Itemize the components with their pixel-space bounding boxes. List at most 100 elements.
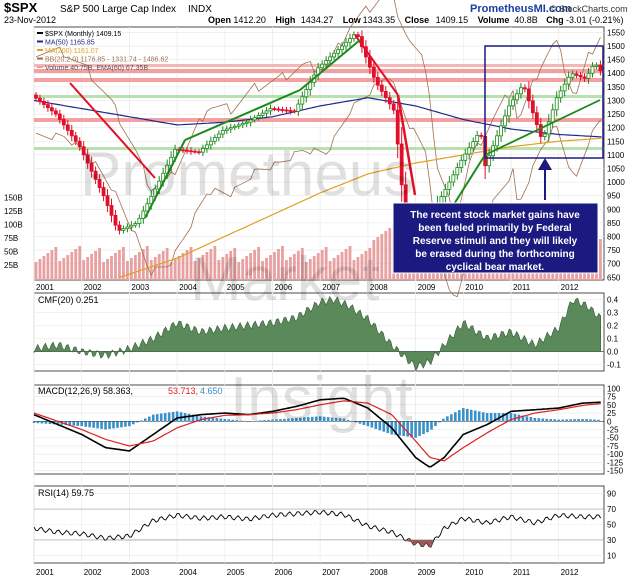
legend-entry: Volume 40.75B, EMA(60) 67.35B <box>45 65 148 72</box>
volume-bar <box>340 252 344 280</box>
candle-body <box>125 226 130 230</box>
volume-bar <box>281 246 284 280</box>
macd-hist-bar <box>477 411 481 422</box>
volume-bar <box>185 250 189 280</box>
volume-bar <box>34 262 38 280</box>
volume-bar <box>277 249 280 280</box>
macd-hist-bar <box>346 419 350 422</box>
candle-body <box>129 224 134 228</box>
macd-hist-bar <box>235 420 239 422</box>
volume-bar <box>86 257 90 280</box>
macd-hist-bar <box>88 421 91 428</box>
candle-body <box>594 64 599 67</box>
candle-body <box>546 121 551 135</box>
x-tick-label: 2005 <box>227 283 245 292</box>
candle-body <box>383 90 388 99</box>
candle-body <box>193 150 197 153</box>
volume-bar <box>265 258 268 280</box>
resistance-band-2 <box>34 78 604 82</box>
volume-bar <box>141 249 145 280</box>
annotation-line: The recent stock market gains have <box>410 210 580 221</box>
macd-hist-bar <box>227 419 231 422</box>
macd-hist-bar <box>394 421 398 435</box>
macd-hist-bar <box>473 410 477 422</box>
candle-body <box>479 134 484 137</box>
candle-body <box>519 87 523 95</box>
volume-bar <box>292 254 296 280</box>
macd-hist-bar <box>549 419 553 422</box>
resistance-band-4 <box>34 64 604 67</box>
macd-hist-bar <box>501 413 505 422</box>
candle-body <box>284 109 289 112</box>
x-tick-label: 2002 <box>84 568 102 577</box>
candle-body <box>371 66 376 78</box>
macd-hist-bar <box>565 419 568 422</box>
volume-tick-label: 100B <box>4 221 23 230</box>
volume-bar <box>360 254 364 280</box>
rsi-title: RSI(14) 59.75 <box>38 488 94 498</box>
cmf-title: CMF(20) 0.251 <box>38 295 99 305</box>
macd-hist-bar <box>585 419 588 422</box>
candle-body <box>570 73 575 78</box>
candle-body <box>89 162 94 172</box>
x-tick-label: 2003 <box>131 568 149 577</box>
macd-hist-bar <box>597 419 600 422</box>
macd-hist-bar <box>155 414 159 422</box>
ohlc-label: Volume <box>478 15 510 25</box>
macd-hist-bar <box>159 413 163 422</box>
macd-hist-bar <box>295 417 298 422</box>
volume-bar <box>245 256 249 280</box>
volume-bar <box>205 252 209 280</box>
volume-bar <box>221 257 225 280</box>
macd-hist-bar <box>374 421 378 429</box>
volume-bar <box>165 248 169 280</box>
volume-bar <box>241 259 245 280</box>
y-tick-label: 1150 <box>607 137 625 146</box>
volume-tick-label: 75B <box>4 234 18 243</box>
candle-body <box>212 137 217 142</box>
support-band-1 <box>34 95 604 98</box>
volume-tick-label: 150B <box>4 194 23 203</box>
macd-hist-bar <box>120 421 123 428</box>
candle-body <box>530 100 535 114</box>
volume-bar <box>348 246 352 280</box>
macd-hist-bar <box>469 409 473 422</box>
arrow-head-icon <box>538 158 552 170</box>
macd-hist-bar <box>299 417 302 422</box>
y-tick-label: 1000 <box>607 178 625 187</box>
ohlc-label: Low <box>343 15 362 25</box>
candle-body <box>145 203 150 212</box>
volume-bar <box>332 258 336 280</box>
ohlc-value: 1412.20 <box>233 15 266 25</box>
y-tick-label: 50 <box>607 521 616 530</box>
x-tick-label: 2004 <box>179 568 197 577</box>
volume-bar <box>237 262 241 280</box>
macd-hist-bar <box>171 411 175 422</box>
macd-hist-bar <box>239 420 242 422</box>
y-tick-label: 900 <box>607 205 621 214</box>
annotation-line: cyclical bear market. <box>446 262 545 273</box>
macd-hist-bar <box>151 414 155 422</box>
macd-hist-bar <box>140 420 143 422</box>
candle-body <box>348 38 352 43</box>
candle-body <box>395 109 400 145</box>
y-tick-label: -25 <box>607 426 619 435</box>
volume-bar <box>153 257 157 280</box>
volume-bar <box>344 249 348 280</box>
macd-hist-bar <box>593 419 596 422</box>
macd-hist-bar <box>44 421 48 424</box>
candle-body <box>292 110 297 113</box>
candle-body <box>467 147 472 155</box>
candle-body <box>73 135 78 142</box>
macd-hist-bar <box>573 419 576 422</box>
y-tick-label: 1200 <box>607 124 625 133</box>
y-tick-label: 1100 <box>607 151 625 160</box>
macd-hist-bar <box>167 412 171 422</box>
candle-body <box>81 146 86 156</box>
volume-bar <box>217 260 221 280</box>
y-tick-label: 0 <box>607 417 612 426</box>
macd-hist-bar <box>124 421 127 427</box>
volume-bar <box>118 250 121 280</box>
candle-body <box>522 87 527 90</box>
macd-hist-bar <box>430 421 433 430</box>
